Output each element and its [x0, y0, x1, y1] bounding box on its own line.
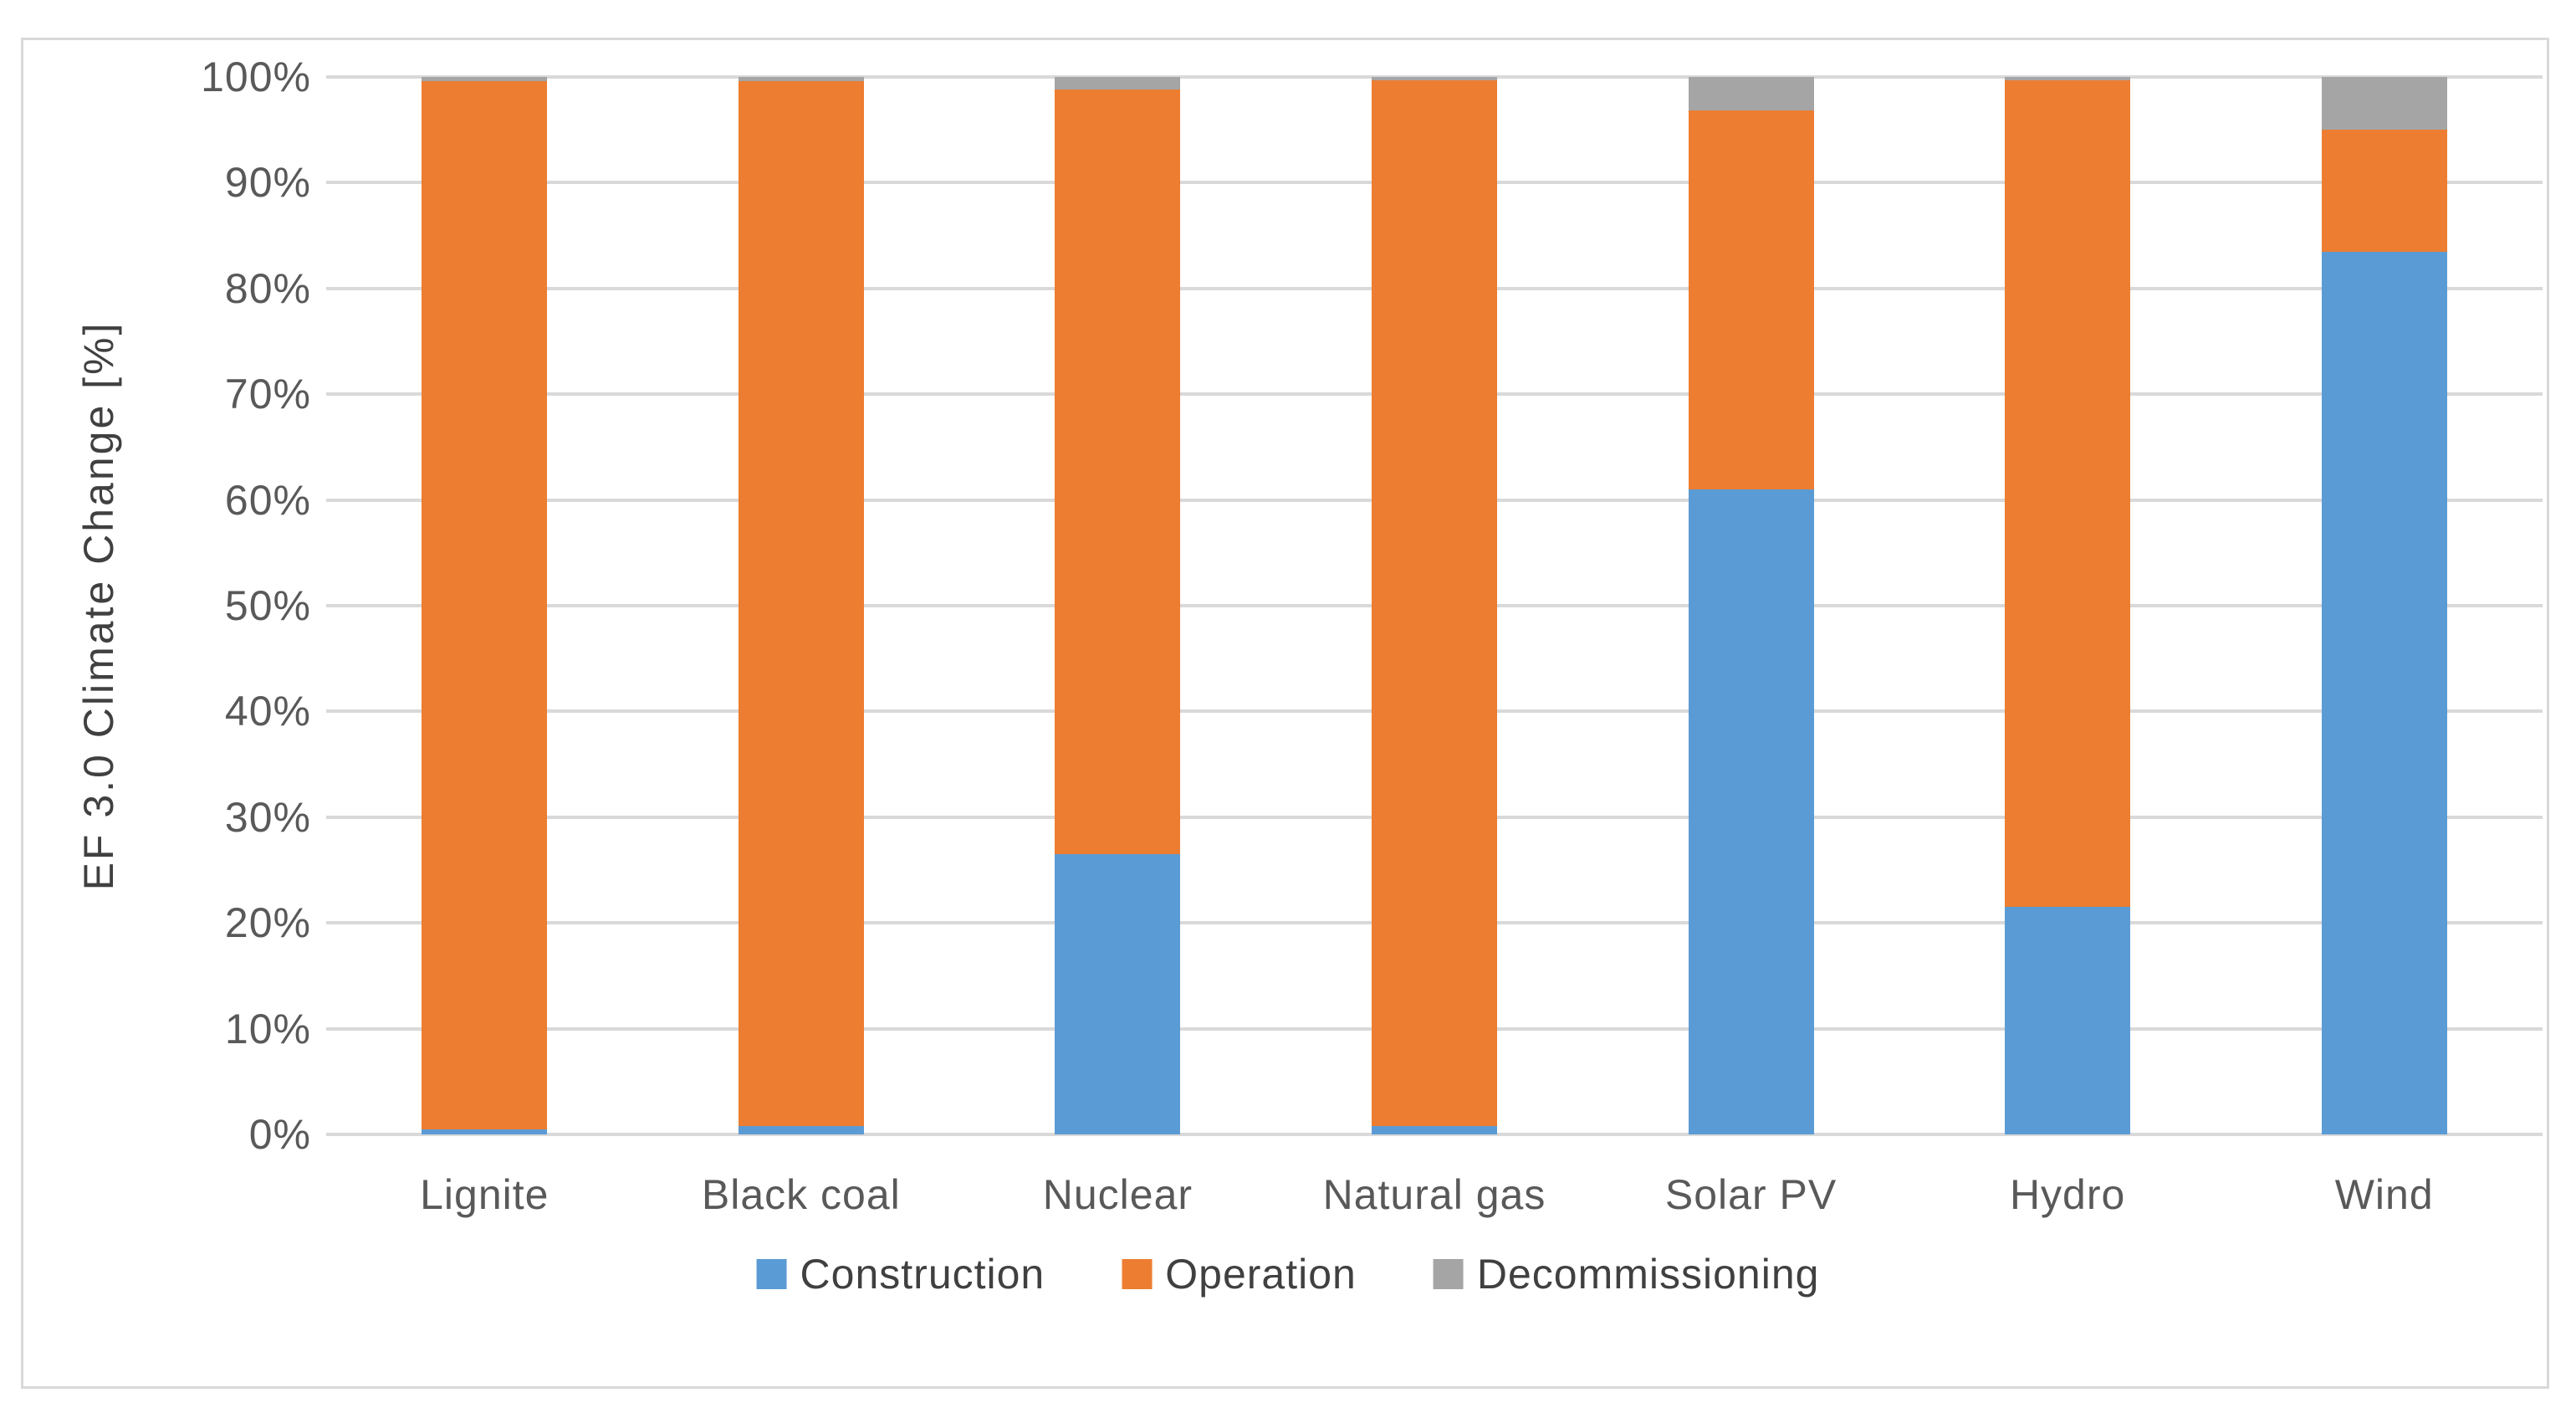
bar-segment-decommissioning-wind: [2321, 77, 2447, 131]
category-label: Natural gas: [1322, 1171, 1546, 1218]
legend-swatch-construction: [756, 1259, 787, 1289]
bar-segment-construction-hydro: [2005, 907, 2131, 1134]
legend-item-construction: Construction: [756, 1250, 1045, 1298]
legend: Construction Operation Decommissioning: [756, 1250, 1820, 1298]
category-label: Lignite: [420, 1171, 549, 1218]
bar-segment-operation-nuclear: [1055, 90, 1181, 855]
bar-segment-decommissioning-solar-pv: [1688, 77, 1814, 111]
y-axis-tick-label: 60%: [224, 476, 311, 524]
y-axis-tick-label: 20%: [224, 899, 311, 947]
bar-segment-decommissioning-lignite: [422, 77, 548, 82]
bar-segment-decommissioning-hydro: [2005, 77, 2131, 80]
bar-segment-decommissioning-natural-gas: [1372, 77, 1497, 80]
bar-segment-construction-nuclear: [1055, 854, 1181, 1134]
bar-segment-construction-black-coal: [738, 1125, 864, 1134]
category-label: Solar PV: [1664, 1171, 1837, 1218]
y-axis-tick-label: 100%: [201, 54, 311, 100]
bar-segment-construction-wind: [2321, 251, 2447, 1134]
bar-segment-decommissioning-black-coal: [738, 77, 864, 82]
bar-segment-operation-wind: [2321, 130, 2447, 252]
legend-label: Decommissioning: [1476, 1251, 1820, 1298]
y-axis-tick-label: 50%: [224, 582, 311, 629]
y-axis-tick-label: 90%: [224, 159, 311, 207]
x-axis-line: [326, 1133, 2543, 1136]
y-axis-tick-label: 80%: [224, 264, 311, 312]
legend-label: Operation: [1165, 1251, 1357, 1298]
category-label: Wind: [2334, 1171, 2434, 1218]
bar-segment-operation-natural-gas: [1372, 79, 1497, 1126]
category-label: Nuclear: [1042, 1171, 1193, 1218]
y-axis-tick-label: 70%: [224, 371, 311, 418]
bar-segment-operation-lignite: [422, 81, 548, 1129]
y-axis-tick-label: 30%: [224, 793, 311, 841]
legend-item-operation: Operation: [1122, 1250, 1357, 1298]
bar-segment-construction-lignite: [422, 1129, 548, 1134]
bar-segment-construction-natural-gas: [1372, 1125, 1497, 1134]
category-label: Hydro: [2009, 1171, 2126, 1218]
bar-segment-construction-solar-pv: [1688, 489, 1814, 1134]
bar-segment-operation-hydro: [2005, 79, 2131, 908]
category-label: Black coal: [701, 1171, 901, 1218]
legend-label: Construction: [800, 1251, 1045, 1298]
y-axis-tick-label: 40%: [224, 688, 311, 735]
legend-swatch-decommissioning: [1433, 1259, 1464, 1289]
legend-swatch-operation: [1122, 1259, 1153, 1289]
y-axis-tick-label: 0%: [248, 1111, 311, 1158]
bar-segment-operation-black-coal: [738, 81, 864, 1126]
y-axis-tick-label: 10%: [224, 1005, 311, 1052]
legend-item-decommissioning: Decommissioning: [1433, 1250, 1820, 1298]
bar-segment-operation-solar-pv: [1688, 110, 1814, 489]
bar-segment-decommissioning-nuclear: [1055, 77, 1181, 90]
